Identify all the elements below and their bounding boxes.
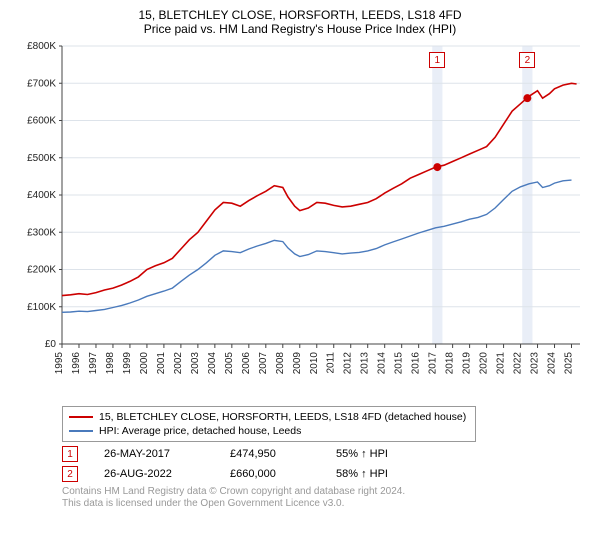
- svg-text:2021: 2021: [496, 352, 507, 375]
- legend-swatch-hpi: [69, 430, 93, 432]
- svg-text:2003: 2003: [190, 352, 201, 375]
- svg-text:2024: 2024: [547, 352, 558, 375]
- svg-text:2014: 2014: [377, 352, 388, 375]
- svg-text:2002: 2002: [173, 352, 184, 375]
- svg-text:2013: 2013: [360, 352, 371, 375]
- svg-text:2001: 2001: [156, 352, 167, 375]
- annotation-date-2: 26-AUG-2022: [104, 468, 204, 480]
- svg-text:1997: 1997: [88, 352, 99, 375]
- svg-text:2025: 2025: [564, 352, 575, 375]
- svg-text:£300K: £300K: [27, 227, 56, 238]
- chart-title: 15, BLETCHLEY CLOSE, HORSFORTH, LEEDS, L…: [10, 8, 590, 22]
- svg-text:£800K: £800K: [27, 41, 56, 52]
- svg-text:2023: 2023: [530, 352, 541, 375]
- svg-text:2020: 2020: [479, 352, 490, 375]
- svg-text:2010: 2010: [309, 352, 320, 375]
- svg-text:2019: 2019: [462, 352, 473, 375]
- svg-text:£400K: £400K: [27, 190, 56, 201]
- svg-text:£200K: £200K: [27, 265, 56, 276]
- annotations-table: 1 26-MAY-2017 £474,950 55% ↑ HPI 2 26-AU…: [62, 446, 590, 482]
- svg-text:2022: 2022: [513, 352, 524, 375]
- svg-text:1999: 1999: [122, 352, 133, 375]
- annotation-pct-2: 58% ↑ HPI: [336, 468, 388, 480]
- footer: Contains HM Land Registry data © Crown c…: [62, 486, 590, 510]
- svg-text:£500K: £500K: [27, 153, 56, 164]
- chart-subtitle: Price paid vs. HM Land Registry's House …: [10, 22, 590, 36]
- svg-text:2007: 2007: [258, 352, 269, 375]
- chart-area: £0 £100K £200K £300K £400K £500K £600K £700K £80…: [10, 40, 590, 400]
- annotation-num-1: 1: [62, 446, 78, 462]
- svg-text:2000: 2000: [139, 352, 150, 375]
- annotation-date-1: 26-MAY-2017: [104, 448, 204, 460]
- svg-text:2004: 2004: [207, 352, 218, 375]
- legend-swatch-property: [69, 416, 93, 418]
- legend-row-property: 15, BLETCHLEY CLOSE, HORSFORTH, LEEDS, L…: [69, 410, 469, 424]
- svg-text:£100K: £100K: [27, 302, 56, 313]
- svg-text:2018: 2018: [445, 352, 456, 375]
- svg-text:2008: 2008: [275, 352, 286, 375]
- annotation-row-1: 1 26-MAY-2017 £474,950 55% ↑ HPI: [62, 446, 590, 462]
- chart-marker-2: 2: [519, 52, 535, 68]
- svg-text:1995: 1995: [54, 352, 65, 375]
- svg-text:1998: 1998: [105, 352, 116, 375]
- svg-text:£700K: £700K: [27, 78, 56, 89]
- legend-label-hpi: HPI: Average price, detached house, Leed…: [99, 424, 301, 438]
- annotation-price-2: £660,000: [230, 468, 310, 480]
- annotation-pct-1: 55% ↑ HPI: [336, 448, 388, 460]
- svg-text:2006: 2006: [241, 352, 252, 375]
- svg-text:2009: 2009: [292, 352, 303, 375]
- annotation-price-1: £474,950: [230, 448, 310, 460]
- svg-text:2016: 2016: [411, 352, 422, 375]
- footer-line-1: Contains HM Land Registry data © Crown c…: [62, 486, 590, 498]
- svg-text:2012: 2012: [343, 352, 354, 375]
- line-chart-svg: £0 £100K £200K £300K £400K £500K £600K £700K £80…: [10, 40, 590, 400]
- footer-line-2: This data is licensed under the Open Gov…: [62, 498, 590, 510]
- legend-row-hpi: HPI: Average price, detached house, Leed…: [69, 424, 469, 438]
- svg-text:2015: 2015: [394, 352, 405, 375]
- legend: 15, BLETCHLEY CLOSE, HORSFORTH, LEEDS, L…: [62, 406, 476, 442]
- annotation-row-2: 2 26-AUG-2022 £660,000 58% ↑ HPI: [62, 466, 590, 482]
- annotation-num-2: 2: [62, 466, 78, 482]
- legend-label-property: 15, BLETCHLEY CLOSE, HORSFORTH, LEEDS, L…: [99, 410, 466, 424]
- svg-text:2005: 2005: [224, 352, 235, 375]
- chart-marker-1: 1: [429, 52, 445, 68]
- svg-text:2017: 2017: [428, 352, 439, 375]
- svg-text:£0: £0: [45, 339, 57, 350]
- svg-text:1996: 1996: [71, 352, 82, 375]
- svg-text:2011: 2011: [326, 352, 337, 374]
- svg-text:£600K: £600K: [27, 116, 56, 127]
